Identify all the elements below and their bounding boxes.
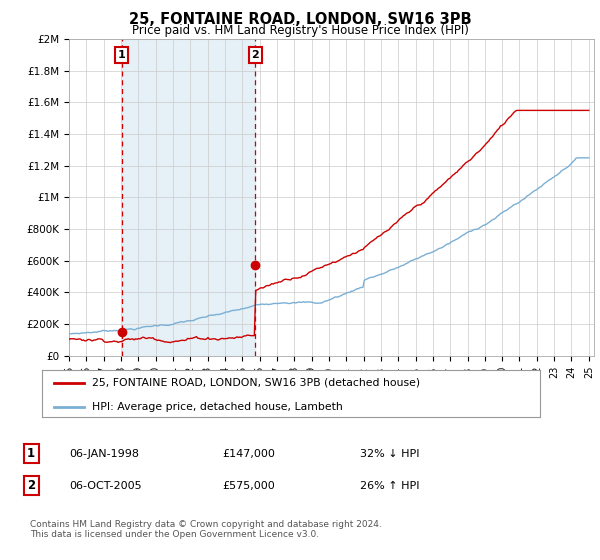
Text: HPI: Average price, detached house, Lambeth: HPI: Average price, detached house, Lamb… (92, 402, 343, 412)
Text: 26% ↑ HPI: 26% ↑ HPI (360, 480, 419, 491)
Bar (122, 39, 255, 356)
Text: 25, FONTAINE ROAD, LONDON, SW16 3PB: 25, FONTAINE ROAD, LONDON, SW16 3PB (128, 12, 472, 27)
Text: 1: 1 (118, 50, 125, 60)
Text: 32% ↓ HPI: 32% ↓ HPI (360, 449, 419, 459)
Text: 06-OCT-2005: 06-OCT-2005 (69, 480, 142, 491)
Text: 1: 1 (27, 447, 35, 460)
Text: £147,000: £147,000 (222, 449, 275, 459)
Text: 25, FONTAINE ROAD, LONDON, SW16 3PB (detached house): 25, FONTAINE ROAD, LONDON, SW16 3PB (det… (92, 378, 420, 388)
Text: Contains HM Land Registry data © Crown copyright and database right 2024.
This d: Contains HM Land Registry data © Crown c… (30, 520, 382, 539)
Text: Price paid vs. HM Land Registry's House Price Index (HPI): Price paid vs. HM Land Registry's House … (131, 24, 469, 37)
Text: 06-JAN-1998: 06-JAN-1998 (69, 449, 139, 459)
Text: £575,000: £575,000 (222, 480, 275, 491)
Text: 2: 2 (27, 479, 35, 492)
Text: 2: 2 (251, 50, 259, 60)
